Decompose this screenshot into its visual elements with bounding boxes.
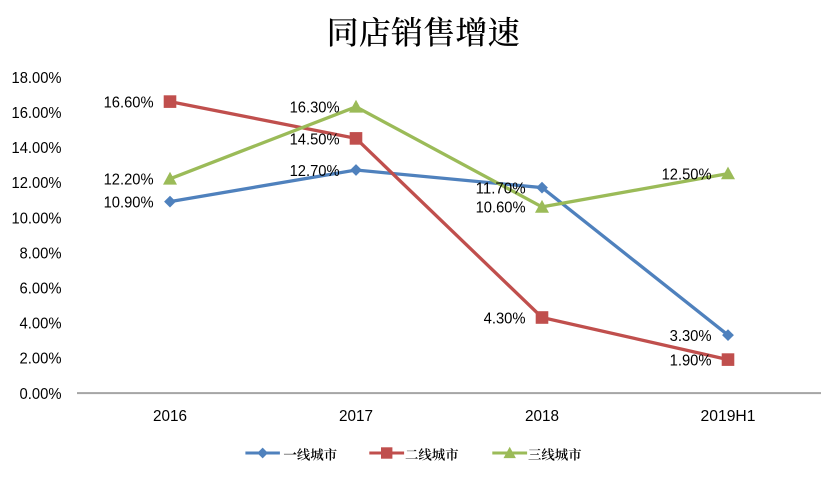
svg-text:12.70%: 12.70% <box>290 163 340 180</box>
svg-text:10.90%: 10.90% <box>104 195 154 212</box>
svg-text:16.30%: 16.30% <box>290 100 340 117</box>
svg-text:14.50%: 14.50% <box>290 131 340 148</box>
svg-text:0.00%: 0.00% <box>20 386 62 403</box>
svg-text:10.00%: 10.00% <box>12 210 62 227</box>
svg-text:8.00%: 8.00% <box>20 245 62 262</box>
svg-text:14.00%: 14.00% <box>12 140 62 157</box>
svg-text:2.00%: 2.00% <box>20 351 62 368</box>
svg-text:1.90%: 1.90% <box>670 353 712 370</box>
svg-text:16.00%: 16.00% <box>12 105 62 122</box>
svg-text:12.20%: 12.20% <box>104 172 154 189</box>
svg-text:6.00%: 6.00% <box>20 281 62 298</box>
svg-text:2018: 2018 <box>525 408 559 425</box>
svg-text:2016: 2016 <box>153 408 187 425</box>
svg-text:3.30%: 3.30% <box>670 328 712 345</box>
svg-text:11.70%: 11.70% <box>476 180 526 197</box>
svg-text:2017: 2017 <box>339 408 373 425</box>
svg-text:4.30%: 4.30% <box>484 310 526 327</box>
svg-text:2019H1: 2019H1 <box>701 408 756 425</box>
svg-text:10.60%: 10.60% <box>476 200 526 217</box>
svg-text:4.00%: 4.00% <box>20 316 62 333</box>
svg-text:12.00%: 12.00% <box>12 175 62 192</box>
svg-text:16.60%: 16.60% <box>104 94 154 111</box>
svg-text:12.50%: 12.50% <box>662 166 712 183</box>
svg-text:18.00%: 18.00% <box>12 70 62 87</box>
